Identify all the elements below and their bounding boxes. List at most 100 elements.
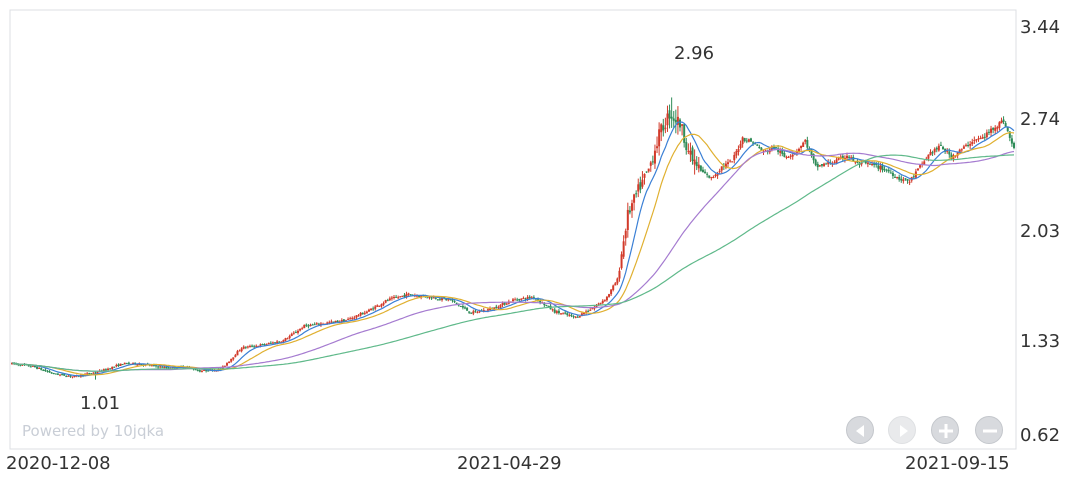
candle-body bbox=[33, 365, 36, 368]
candle-body bbox=[908, 181, 911, 183]
candle-body bbox=[599, 302, 602, 304]
zoom-out-button[interactable] bbox=[975, 416, 1003, 444]
candle bbox=[73, 375, 76, 378]
candle bbox=[633, 193, 636, 211]
candle-body bbox=[785, 156, 788, 158]
candle-body bbox=[731, 161, 734, 163]
candle-body bbox=[570, 314, 573, 316]
candle-body bbox=[904, 178, 907, 180]
candle bbox=[555, 309, 558, 315]
candle-body bbox=[741, 137, 744, 145]
candle-body bbox=[152, 364, 155, 366]
candle bbox=[818, 164, 821, 168]
candle-body bbox=[990, 128, 993, 133]
candle bbox=[787, 155, 790, 159]
candle-body bbox=[649, 162, 652, 166]
candle bbox=[374, 305, 377, 311]
candle-body bbox=[119, 363, 122, 366]
y-tick-label: 2.03 bbox=[1020, 221, 1061, 242]
y-tick-label: 1.33 bbox=[1020, 331, 1061, 352]
candle bbox=[916, 168, 919, 171]
candle bbox=[891, 170, 894, 179]
candle-body bbox=[203, 369, 206, 371]
candle-body bbox=[894, 176, 897, 178]
candle-body bbox=[382, 302, 385, 305]
candle bbox=[353, 315, 356, 320]
candle bbox=[1000, 117, 1003, 124]
candle-body bbox=[555, 311, 558, 313]
candle-body bbox=[384, 300, 387, 303]
candle bbox=[505, 302, 508, 306]
candle bbox=[785, 155, 788, 160]
candle-body bbox=[854, 161, 857, 163]
candle-body bbox=[889, 172, 892, 174]
candle bbox=[942, 145, 945, 150]
candle-body bbox=[67, 375, 70, 377]
candle bbox=[816, 161, 819, 171]
candle bbox=[553, 307, 556, 314]
candle bbox=[660, 123, 663, 142]
candle bbox=[720, 166, 723, 174]
candle-body bbox=[520, 298, 523, 300]
candle bbox=[36, 366, 39, 370]
candle-body bbox=[718, 170, 721, 172]
candle-body bbox=[614, 283, 617, 286]
candle-body bbox=[532, 297, 535, 299]
candle-body bbox=[850, 157, 853, 159]
candle-body bbox=[572, 316, 575, 318]
candle bbox=[265, 343, 268, 346]
candle bbox=[635, 190, 638, 198]
candle-body bbox=[271, 342, 274, 344]
candle-body bbox=[361, 312, 364, 315]
candle-body bbox=[200, 370, 203, 372]
candle bbox=[557, 309, 560, 315]
candle bbox=[747, 138, 750, 143]
candle-body bbox=[1002, 119, 1005, 123]
candle bbox=[522, 296, 525, 300]
candle bbox=[739, 140, 742, 150]
watermark: Powered by 10jqka bbox=[22, 422, 165, 440]
candle-body bbox=[207, 370, 210, 372]
scroll-right-button[interactable] bbox=[888, 416, 916, 444]
candle-body bbox=[326, 322, 329, 324]
candle bbox=[476, 311, 479, 314]
scroll-left-button[interactable] bbox=[846, 416, 874, 444]
candle-body bbox=[284, 338, 287, 341]
candle bbox=[679, 118, 681, 132]
candle bbox=[253, 344, 256, 348]
x-tick-label: 2021-04-29 bbox=[457, 453, 562, 474]
candle bbox=[380, 303, 383, 308]
candle-body bbox=[159, 366, 162, 368]
candle bbox=[520, 298, 523, 301]
candle-body bbox=[643, 173, 646, 178]
candle bbox=[574, 316, 577, 319]
candle bbox=[516, 297, 519, 302]
candle bbox=[626, 202, 629, 238]
candle-body bbox=[65, 376, 68, 378]
candle bbox=[699, 164, 702, 172]
candle-body bbox=[660, 124, 663, 133]
candle bbox=[718, 168, 721, 174]
candle-body bbox=[359, 312, 362, 316]
candle-body bbox=[478, 311, 481, 313]
zoom-in-button[interactable] bbox=[931, 416, 959, 444]
candle bbox=[749, 137, 752, 142]
candle bbox=[647, 168, 650, 173]
candle-body bbox=[132, 362, 135, 364]
candle-body bbox=[453, 301, 456, 303]
candle-body bbox=[735, 151, 738, 156]
candle bbox=[244, 346, 247, 350]
candle bbox=[630, 199, 633, 218]
candle bbox=[466, 307, 469, 311]
candle bbox=[996, 125, 999, 133]
candle-body bbox=[461, 306, 464, 308]
candle bbox=[612, 284, 615, 292]
candle bbox=[207, 370, 210, 372]
candle-body bbox=[363, 312, 366, 314]
candle bbox=[111, 366, 114, 370]
candle bbox=[973, 136, 976, 145]
candle-body bbox=[720, 166, 723, 171]
candle bbox=[589, 308, 592, 311]
candle bbox=[814, 158, 817, 167]
candle bbox=[303, 324, 306, 329]
